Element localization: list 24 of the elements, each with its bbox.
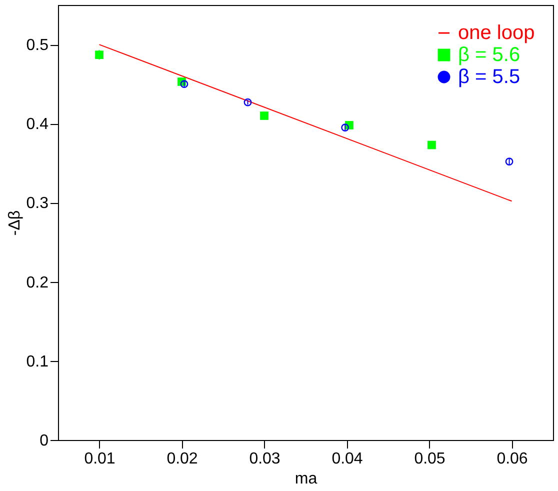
x-tick-label: 0.03 [249,450,280,468]
point [180,80,188,88]
x-tick-label: 0.06 [496,450,528,468]
x-tick-label: 0.01 [84,450,116,468]
y-axis-title: -Δβ [6,210,24,236]
legend-label: β = 5.6 [458,44,520,66]
point [341,124,350,132]
y-tick-label: 0.3 [26,195,49,212]
point [95,50,104,60]
y-tick-label: 0.1 [26,353,49,370]
y-tick-label: 0.4 [26,116,49,134]
y-tick-label: 0.5 [26,37,49,54]
point [428,140,436,150]
x-axis-title: ma [294,470,318,488]
x-tick-label: 0.04 [332,450,363,468]
legend-label: one loop [458,22,535,44]
point [505,158,514,166]
legend-label: β = 5.5 [458,66,520,88]
point [244,98,252,106]
x-tick-label: 0.02 [166,450,198,468]
y-tick-label: 0.2 [26,274,49,292]
y-tick-label: 0 [40,432,49,450]
point [260,112,268,120]
x-tick-label: 0.05 [414,450,446,468]
